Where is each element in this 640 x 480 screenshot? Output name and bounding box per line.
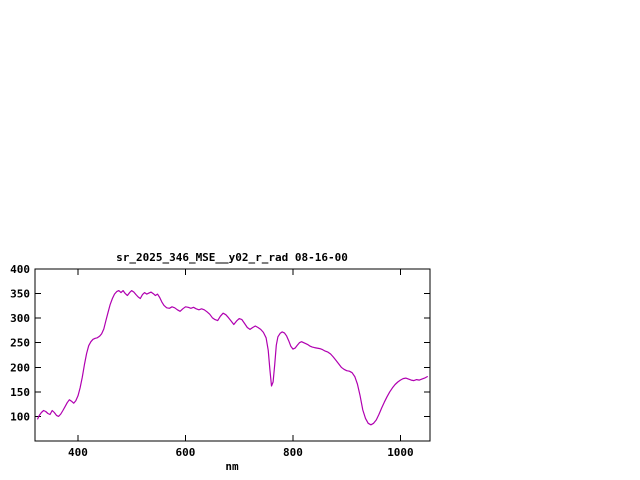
x-tick-label: 1000: [387, 446, 414, 459]
y-axis-ticks: 100 150 200 250 300 350 400: [10, 263, 430, 423]
y-tick-label: 250: [10, 337, 30, 350]
x-axis-ticks: 400 600 800 1000: [68, 269, 414, 459]
y-tick-label: 200: [10, 361, 30, 374]
y-tick-label: 400: [10, 263, 30, 276]
x-tick-label: 400: [68, 446, 88, 459]
x-tick-label: 800: [283, 446, 303, 459]
plot-area-border: [34, 268, 431, 442]
x-axis-label: nm: [225, 460, 239, 473]
x-tick-label: 600: [176, 446, 196, 459]
chart-title: sr_2025_346_MSE__y02_r_rad 08-16-00: [116, 251, 348, 264]
y-tick-label: 350: [10, 288, 30, 301]
y-tick-label: 100: [10, 410, 30, 423]
y-tick-label: 150: [10, 386, 30, 399]
spectrum-line: [37, 290, 428, 426]
y-tick-label: 300: [10, 312, 30, 325]
